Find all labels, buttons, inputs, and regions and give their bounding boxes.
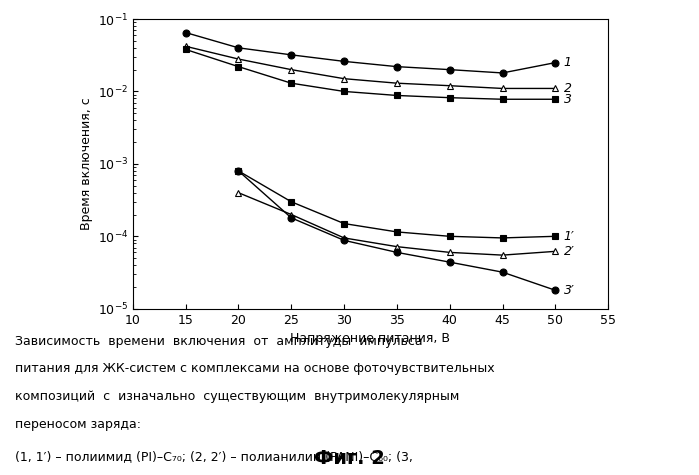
Text: композиций  с  изначально  существующим  внутримолекулярным: композиций с изначально существующим вну… [15,390,460,403]
Text: питания для ЖК-систем с комплексами на основе фоточувствительных: питания для ЖК-систем с комплексами на о… [15,362,495,375]
Text: 2′: 2′ [564,245,575,258]
Text: 3′: 3′ [564,284,575,297]
Text: переносом заряда:: переносом заряда: [15,418,141,430]
Text: 1: 1 [564,56,572,69]
Text: 3: 3 [564,93,572,106]
Text: 2: 2 [564,82,572,95]
Text: Зависимость  времени  включения  от  амплитуды  импульса: Зависимость времени включения от амплиту… [15,335,423,348]
X-axis label: Напряжение питания, В: Напряжение питания, В [291,332,450,345]
Y-axis label: Время включения, с: Время включения, с [80,97,94,230]
Text: 1′: 1′ [564,230,575,243]
Text: (1, 1′) – полиимид (PI)–C₇₀; (2, 2′) – полианилин (PANI)–C₆₀; (3,: (1, 1′) – полиимид (PI)–C₇₀; (2, 2′) – п… [15,450,413,463]
Text: Фиг. 2: Фиг. 2 [314,449,385,468]
